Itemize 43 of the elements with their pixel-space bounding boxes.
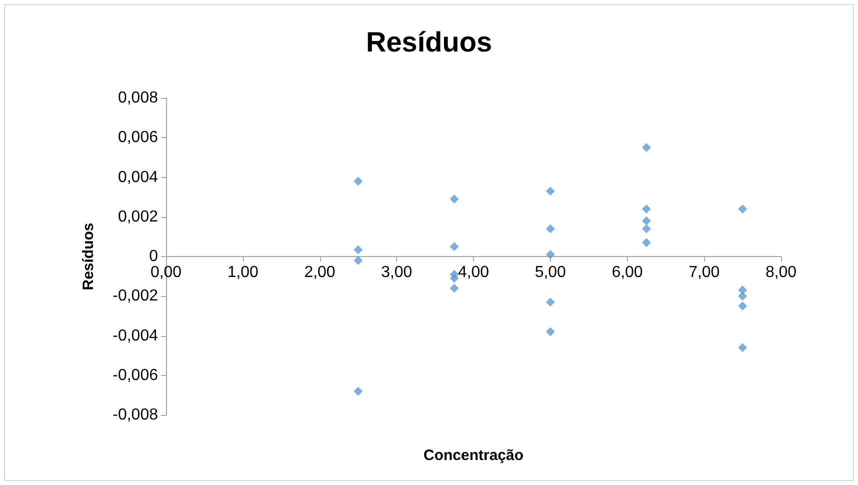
- x-tick-label: 0,00: [150, 264, 182, 281]
- y-tick-label: -0,006: [112, 366, 158, 384]
- y-tick-label: -0,004: [112, 327, 158, 344]
- point: [642, 143, 651, 152]
- y-tick-label: 0,008: [118, 90, 158, 106]
- point: [450, 284, 459, 293]
- x-tick-label: 5,00: [534, 264, 566, 281]
- point: [450, 242, 459, 252]
- y-tick-label: 0,006: [118, 129, 158, 146]
- point: [642, 224, 651, 234]
- point: [738, 343, 748, 352]
- point: [354, 245, 363, 254]
- point: [546, 327, 555, 336]
- chart-title: Resíduos: [366, 26, 492, 58]
- x-tick-label: 4,00: [458, 264, 490, 281]
- point: [738, 292, 748, 301]
- x-tick-label: 3,00: [381, 264, 412, 281]
- point: [354, 256, 363, 265]
- point: [546, 186, 555, 196]
- point: [738, 302, 748, 311]
- point: [450, 274, 459, 283]
- point: [642, 204, 651, 214]
- y-axis-title: Resíduos: [80, 222, 97, 290]
- x-tick-label: 6,00: [612, 264, 643, 281]
- y-tick-label: 0: [149, 248, 158, 265]
- point: [546, 224, 555, 234]
- y-tick-label: 0,004: [118, 168, 158, 186]
- point: [546, 298, 555, 307]
- x-tick-label: 1,00: [227, 264, 259, 281]
- point: [354, 176, 363, 186]
- point: [450, 194, 459, 204]
- y-tick-label: 0,002: [118, 208, 158, 226]
- point: [738, 204, 748, 214]
- x-tick-label: 2,00: [304, 264, 336, 281]
- x-tick-label: 8,00: [765, 264, 797, 281]
- y-tick-label: -0,008: [112, 406, 158, 424]
- x-tick-label: 7,00: [688, 264, 720, 281]
- y-tick-label: -0,002: [112, 288, 158, 305]
- point: [354, 386, 363, 396]
- point: [546, 250, 555, 260]
- point: [642, 238, 651, 248]
- x-axis-title: Concentração: [423, 447, 524, 464]
- point: [642, 216, 651, 226]
